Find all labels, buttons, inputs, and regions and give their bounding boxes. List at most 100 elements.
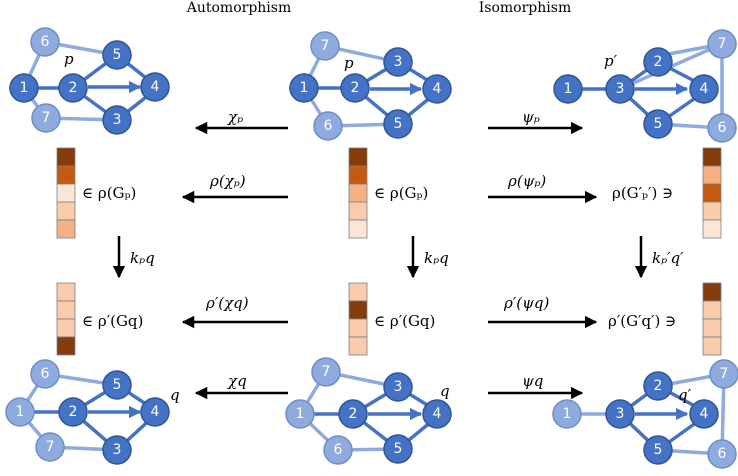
graph-node: 3 (383, 47, 413, 77)
graph-node: 2 (340, 73, 370, 103)
svg-text:3: 3 (616, 406, 625, 422)
svg-text:7: 7 (720, 366, 729, 382)
svg-text:2: 2 (69, 404, 78, 420)
header-isomorphism: Isomorphism (479, 0, 571, 16)
label-chi-p: χₚ (227, 108, 243, 126)
label-in-rhoprime-Gq-center: ∈ ρ′(Gq) (374, 312, 435, 330)
svg-text:7: 7 (322, 364, 331, 380)
svg-text:1: 1 (20, 80, 29, 96)
svg-text:3: 3 (394, 54, 403, 70)
svg-text:4: 4 (151, 79, 160, 95)
svg-text:5: 5 (113, 377, 122, 393)
label-p-left: p (64, 50, 74, 68)
label-q-center: q (440, 382, 450, 400)
svg-text:6: 6 (334, 442, 343, 458)
graph-node: 7 (707, 29, 737, 59)
label-q-left: q (170, 386, 180, 404)
label-rhoprime-Gqprime-ni: ρ′(G′q′) ∋ (608, 312, 676, 330)
label-in-rhoprime-Gq-left: ∈ ρ′(Gq) (82, 312, 143, 330)
label-k-pq-right: kₚ′q′ (652, 249, 684, 267)
label-p-center: p (344, 54, 354, 72)
graph-node: 3 (605, 74, 635, 104)
graph-node: 3 (102, 435, 132, 465)
graph-node: 1 (289, 73, 319, 103)
graph-node: 1 (5, 397, 35, 427)
graph-node: 6 (313, 111, 343, 141)
graph-node: 2 (643, 47, 673, 77)
label-chi-q: χq (227, 372, 247, 390)
svg-text:5: 5 (394, 116, 403, 132)
svg-text:4: 4 (151, 404, 160, 420)
graph-node: 5 (102, 40, 132, 70)
graph-node: 7 (709, 359, 738, 389)
svg-text:3: 3 (113, 442, 122, 458)
graph-node: 5 (643, 109, 673, 139)
graph-top-center: 7 1 2 3 4 6 5 (289, 31, 452, 141)
svg-text:6: 6 (718, 446, 727, 462)
svg-text:1: 1 (296, 406, 305, 422)
graph-node: 4 (689, 74, 719, 104)
svg-text:5: 5 (394, 441, 403, 457)
graph-node: 7 (310, 31, 340, 61)
graph-node: 2 (338, 399, 368, 429)
svg-text:4: 4 (700, 81, 709, 97)
vector-top-center (348, 147, 368, 239)
label-k-pq-center: kₚq (424, 249, 449, 267)
svg-text:7: 7 (718, 36, 727, 52)
svg-text:2: 2 (349, 406, 358, 422)
graph-bottom-left: 6 1 2 5 4 7 3 (5, 359, 170, 465)
svg-text:6: 6 (41, 34, 50, 50)
graph-top-right: 7 1 3 2 4 5 6 (553, 29, 737, 143)
vector-bottom-left (56, 282, 76, 356)
svg-text:2: 2 (351, 80, 360, 96)
graph-node: 6 (707, 439, 737, 469)
svg-text:1: 1 (564, 81, 573, 97)
header-automorphism: Automorphism (186, 0, 292, 16)
graph-node: 6 (707, 113, 737, 143)
svg-text:6: 6 (324, 118, 333, 134)
graph-bottom-right: 7 1 3 2 4 5 6 (552, 359, 738, 469)
graph-node: 4 (422, 74, 452, 104)
svg-text:6: 6 (718, 120, 727, 136)
svg-text:5: 5 (113, 47, 122, 63)
graph-node: 5 (383, 434, 413, 464)
svg-text:4: 4 (433, 81, 442, 97)
label-rhoprime-psi-q: ρ′(ψq) (503, 294, 549, 312)
svg-text:7: 7 (42, 110, 51, 126)
graph-node: 1 (9, 73, 39, 103)
svg-text:2: 2 (654, 54, 663, 70)
graph-top-left: 6 1 2 5 4 7 3 (9, 27, 170, 135)
vector-top-left (56, 147, 76, 239)
graph-node: 7 (35, 432, 65, 462)
svg-text:4: 4 (433, 406, 442, 422)
label-in-rho-Gp-center: ∈ ρ(Gₚ) (374, 184, 428, 202)
vector-bottom-center (348, 282, 368, 356)
svg-text:1: 1 (16, 404, 25, 420)
svg-text:2: 2 (69, 80, 78, 96)
graph-node: 5 (383, 109, 413, 139)
graph-node: 1 (553, 74, 583, 104)
graph-node: 6 (30, 27, 60, 57)
svg-text:3: 3 (394, 379, 403, 395)
label-rho-psi-p: ρ(ψₚ) (507, 172, 546, 190)
svg-text:1: 1 (300, 80, 309, 96)
label-psi-q: ψq (522, 372, 543, 390)
label-q-right: q′ (678, 386, 692, 404)
label-k-pq-left: kₚq (130, 249, 155, 267)
graph-node: 4 (140, 72, 170, 102)
vector-top-right (702, 147, 722, 239)
graph-node: 2 (643, 371, 673, 401)
svg-text:3: 3 (616, 81, 625, 97)
graph-node: 4 (140, 397, 170, 427)
graph-node: 4 (422, 399, 452, 429)
graph-node: 3 (383, 372, 413, 402)
svg-text:5: 5 (654, 442, 663, 458)
svg-text:4: 4 (700, 406, 709, 422)
graph-node: 6 (30, 359, 60, 389)
graph-node: 5 (102, 370, 132, 400)
label-rho-Gpprime-ni: ρ(G′ₚ′) ∋ (612, 184, 673, 202)
graph-node: 7 (311, 357, 341, 387)
svg-text:7: 7 (321, 38, 330, 54)
svg-text:7: 7 (46, 439, 55, 455)
